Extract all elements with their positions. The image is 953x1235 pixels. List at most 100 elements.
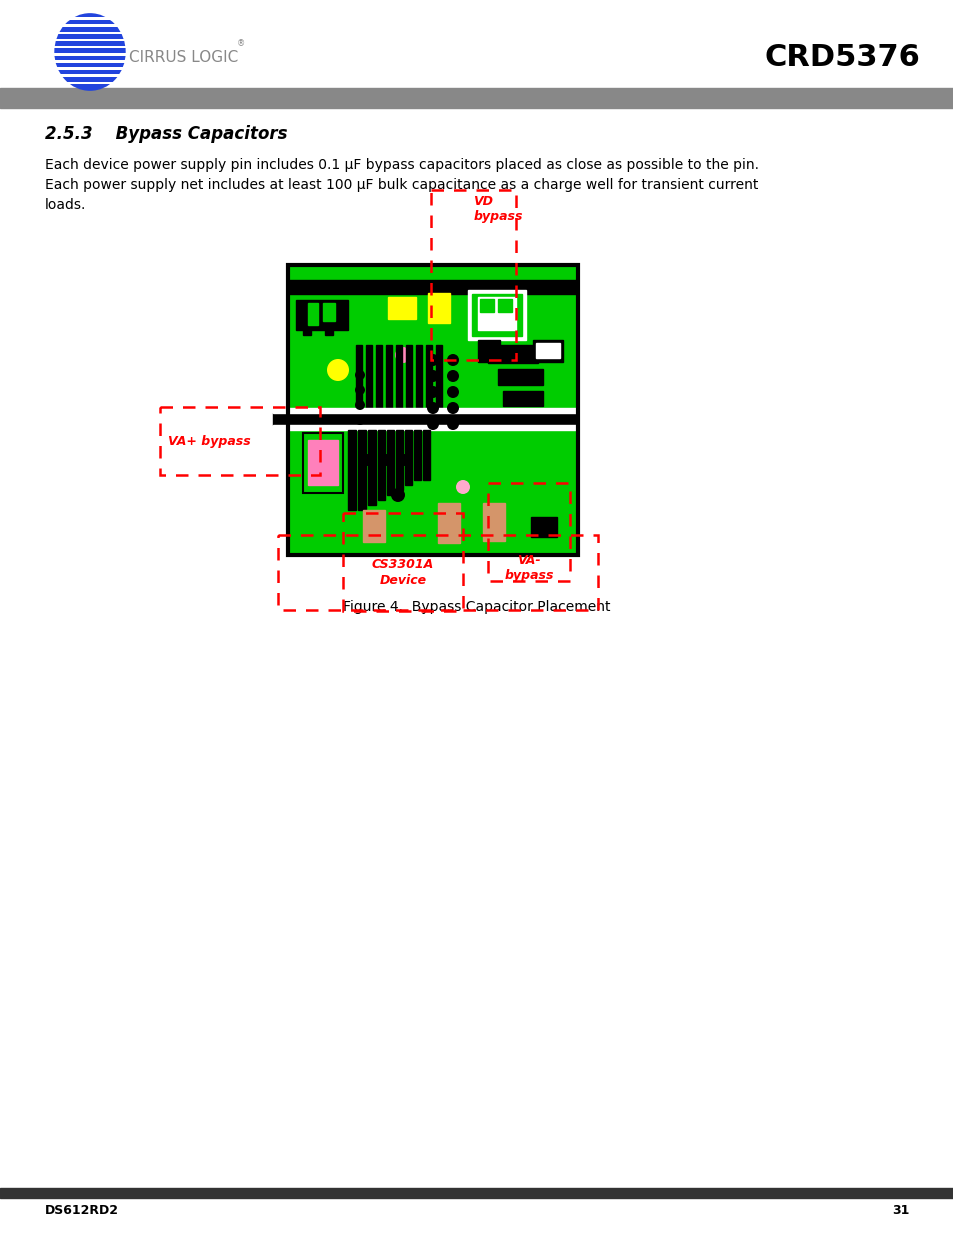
Bar [54,61,126,63]
Bar [54,74,126,77]
Circle shape [447,354,458,366]
Bar [54,46,126,48]
Bar [348,430,355,510]
Bar [160,408,319,475]
Bar [477,296,516,330]
Bar [363,510,385,542]
Bar [502,391,542,406]
Bar [343,513,462,611]
Circle shape [427,370,438,382]
Circle shape [391,488,405,501]
Bar [0,88,953,107]
Bar [288,266,578,555]
Bar [497,369,542,385]
Text: VA-
bypass: VA- bypass [504,553,553,582]
Bar [273,425,578,430]
Circle shape [427,387,438,398]
Bar [428,293,450,324]
Bar [431,190,516,359]
Circle shape [397,454,410,466]
Bar [479,299,494,312]
Text: CS3301A
Device: CS3301A Device [372,558,434,587]
Bar [54,32,126,35]
Bar [368,430,375,505]
Bar [303,315,311,335]
Bar [325,315,333,335]
Bar [477,340,499,362]
Bar [387,430,394,495]
Circle shape [447,403,458,414]
Bar [273,412,578,425]
Circle shape [447,387,458,398]
Bar [488,345,537,363]
Bar [54,67,126,70]
Bar [472,294,521,336]
Bar [54,82,126,84]
Bar [273,408,578,412]
Bar [288,266,578,555]
Circle shape [447,370,458,382]
Text: Each device power supply pin includes 0.1 μF bypass capacitors placed as close a: Each device power supply pin includes 0.… [45,158,759,172]
Text: CIRRUS LOGIC: CIRRUS LOGIC [129,49,237,64]
Circle shape [447,417,458,430]
Bar [0,1188,953,1198]
Circle shape [361,454,374,466]
Bar [437,503,459,543]
Text: 31: 31 [892,1203,909,1216]
Bar [497,299,512,312]
Bar [406,345,412,415]
Bar [395,345,401,415]
Circle shape [427,417,438,430]
Bar [375,345,381,415]
Bar [436,345,441,415]
Bar [531,517,557,537]
Bar [482,503,504,541]
Bar [527,513,559,541]
Text: Figure 4.  Bypass Capacitor Placement: Figure 4. Bypass Capacitor Placement [343,600,610,614]
Bar [54,17,126,20]
Bar [303,433,343,493]
Bar [422,430,430,480]
Circle shape [456,480,470,494]
Bar [366,345,372,415]
Text: ®: ® [236,40,245,48]
Bar [308,303,317,325]
Circle shape [427,354,438,366]
Bar [533,340,562,362]
Bar [414,430,420,480]
Bar [357,430,366,510]
Bar [377,430,385,500]
Bar [295,300,348,330]
Text: VD
bypass: VD bypass [473,195,522,224]
Text: loads.: loads. [45,198,87,212]
Bar [405,430,412,485]
Text: CRD5376: CRD5376 [763,42,919,72]
Bar [488,483,569,580]
Bar [388,296,416,319]
Bar [54,38,126,41]
Text: Each power supply net includes at least 100 μF bulk capacitance as a charge well: Each power supply net includes at least … [45,178,758,191]
Bar [54,53,126,56]
Bar [395,430,402,490]
Bar [416,345,421,415]
Bar [308,440,337,485]
Circle shape [327,359,349,382]
Circle shape [355,415,365,425]
Text: VA+ bypass: VA+ bypass [168,435,251,447]
Ellipse shape [54,14,126,91]
Bar [323,303,335,321]
Bar [536,343,559,358]
Bar [54,25,126,27]
Bar [303,315,333,327]
Bar [355,345,361,415]
Circle shape [355,385,365,395]
Circle shape [379,454,392,466]
Circle shape [355,370,365,380]
Text: 2.5.3    Bypass Capacitors: 2.5.3 Bypass Capacitors [45,125,287,143]
Bar [468,290,525,340]
Bar [386,345,392,415]
Bar [426,345,432,415]
Text: DS612RD2: DS612RD2 [45,1203,119,1216]
Bar [277,535,598,610]
Circle shape [395,347,411,363]
